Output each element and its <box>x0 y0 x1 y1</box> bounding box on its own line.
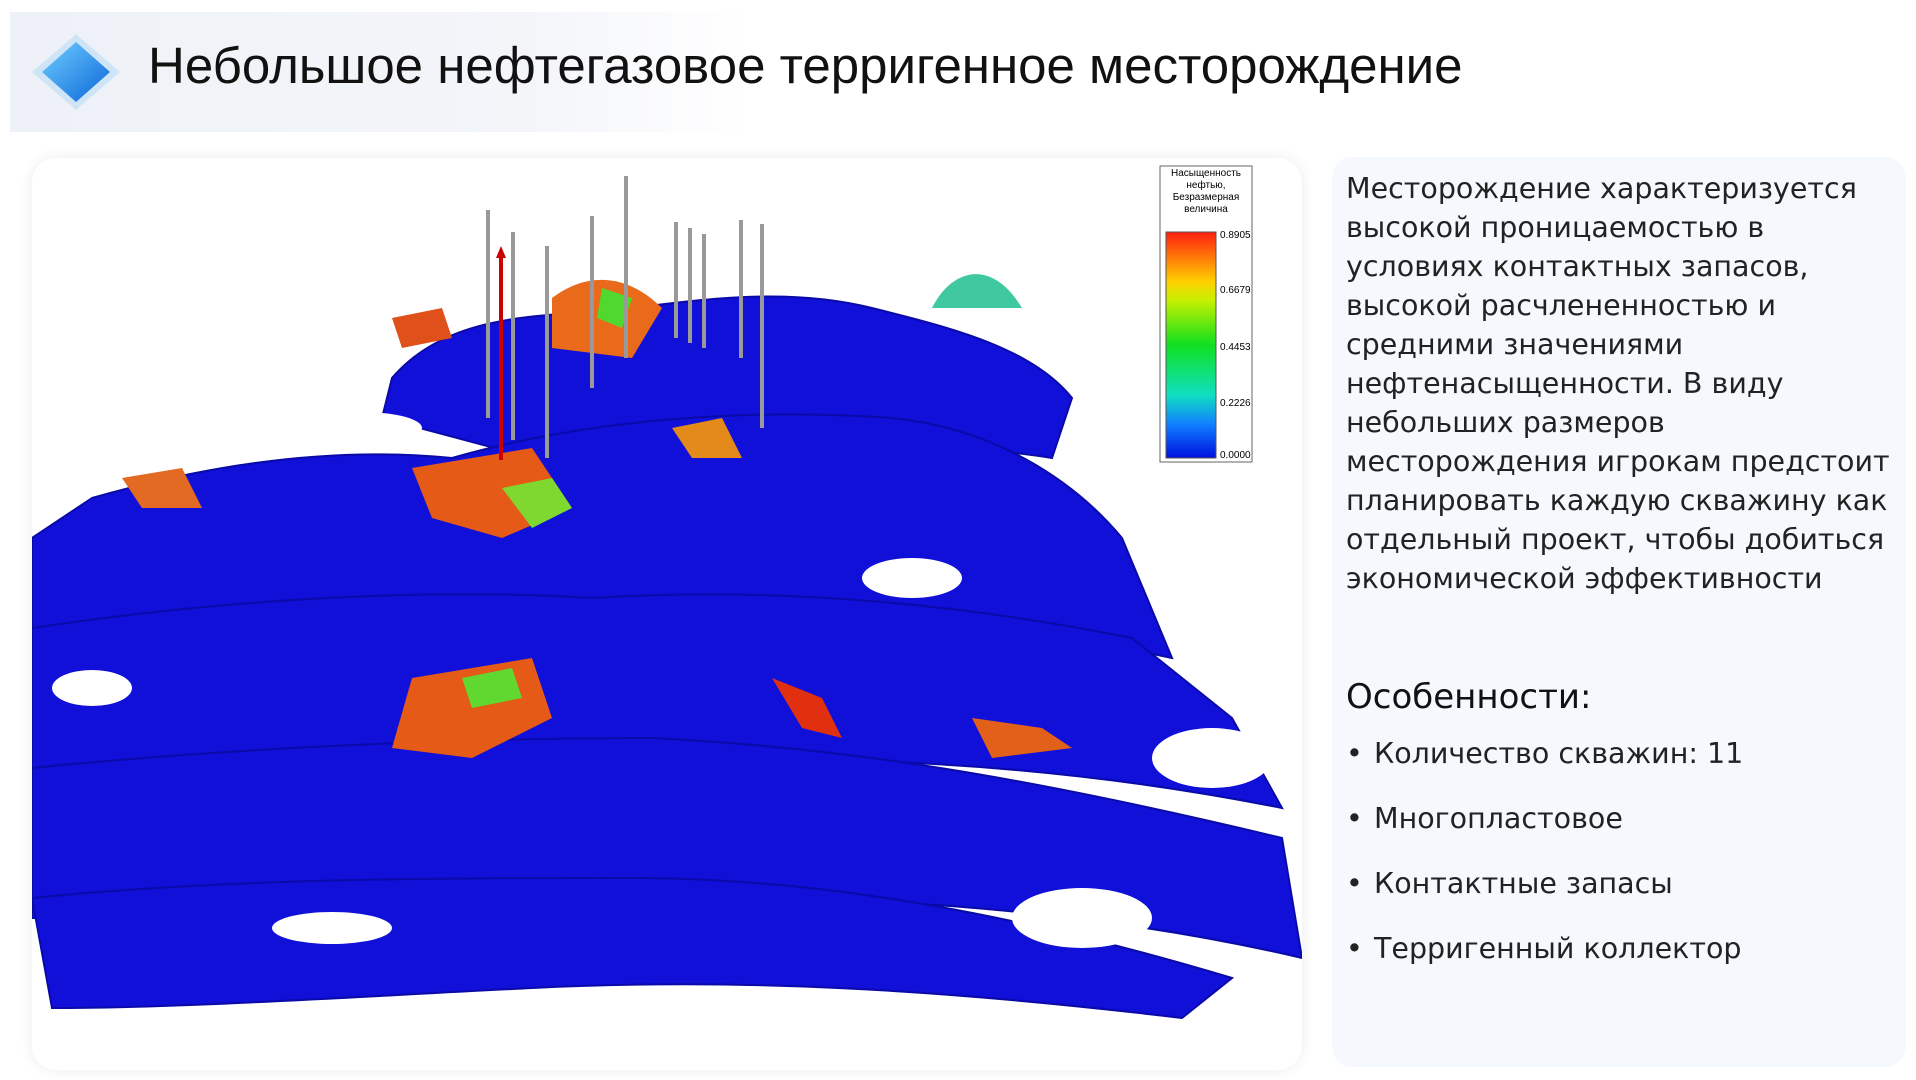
description-text: Месторождение характеризуется высокой пр… <box>1346 172 1890 595</box>
features-list: Количество скважин: 11 Многопластовое Ко… <box>1346 737 1743 997</box>
feature-item: Многопластовое <box>1346 802 1743 867</box>
image-card: Насыщенность нефтью, Безразмерная величи… <box>32 158 1302 1070</box>
color-legend: Насыщенность нефтью, Безразмерная величи… <box>1159 165 1253 463</box>
diamond-icon <box>32 34 120 110</box>
description-panel: Месторождение характеризуется высокой пр… <box>1332 157 1906 1067</box>
feature-item: Количество скважин: 11 <box>1346 737 1743 802</box>
feature-item: Терригенный коллектор <box>1346 932 1743 997</box>
features-heading: Особенности: <box>1346 677 1592 717</box>
feature-item: Контактные запасы <box>1346 867 1743 932</box>
legend-tick: 0.8905 <box>1220 230 1251 241</box>
legend-tick: 0.0000 <box>1220 450 1251 461</box>
legend-title: Насыщенность нефтью, Безразмерная величи… <box>1170 168 1242 215</box>
legend-tick: 0.2226 <box>1220 398 1251 409</box>
legend-tick: 0.4453 <box>1220 342 1251 353</box>
slide-title: Небольшое нефтегазовое терригенное место… <box>148 37 1463 94</box>
legend-tick: 0.6679 <box>1220 285 1251 296</box>
reservoir-model: Насыщенность нефтью, Безразмерная величи… <box>32 165 1302 1020</box>
title-banner <box>10 12 750 132</box>
